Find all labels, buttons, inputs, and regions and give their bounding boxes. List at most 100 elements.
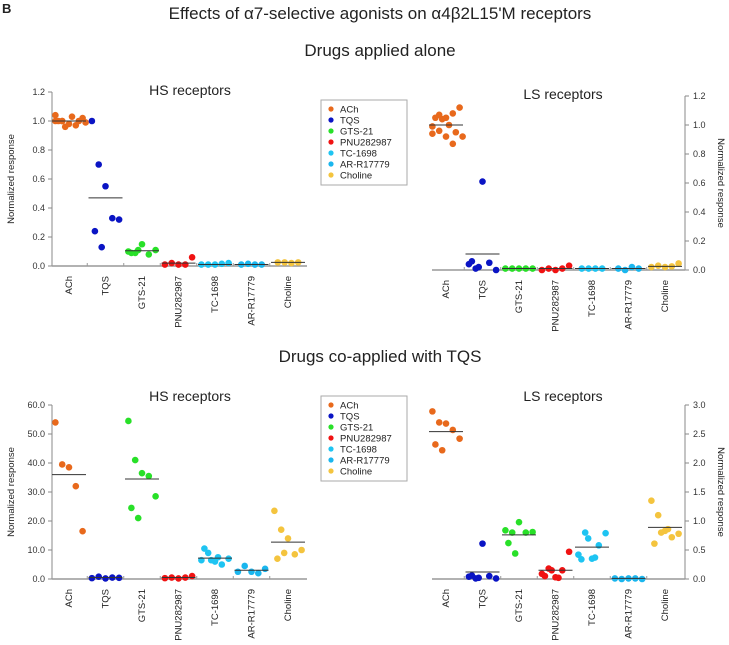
data-point-choline (675, 260, 682, 267)
y-tick-label: 30.0 (27, 487, 45, 497)
x-tick-label: AR-R17779 (624, 589, 635, 639)
data-point-tqs (486, 259, 493, 267)
panel-title: HS receptors (149, 388, 231, 404)
data-point-gts-21 (125, 417, 132, 425)
data-point-gts-21 (515, 518, 523, 526)
data-point-ach (456, 435, 463, 442)
legend-item: Choline (340, 466, 372, 477)
x-tick-label: GTS-21 (137, 276, 148, 309)
data-point-tc-1698 (581, 529, 589, 536)
data-point-gts-21 (134, 514, 142, 522)
data-point-gts-21 (131, 456, 139, 464)
data-point-choline (668, 533, 676, 541)
data-point-ach (449, 110, 457, 117)
legend-box (320, 99, 408, 186)
data-point-choline (648, 497, 655, 505)
legend-box (320, 395, 408, 482)
legend-item: TC-1698 (340, 444, 377, 455)
legend-item: TQS (340, 411, 360, 422)
figure-title: Effects of α7-selective agonists on α4β2… (169, 4, 592, 23)
data-point-ar-r17779 (244, 260, 252, 268)
data-point-gts-21 (152, 246, 159, 254)
data-point-tc-1698 (225, 259, 232, 267)
legend-item: Choline (340, 170, 372, 181)
y-tick-label: 0.4 (693, 207, 706, 217)
data-point-tc-1698 (214, 553, 222, 561)
data-point-choline (277, 526, 285, 533)
data-point-ach (72, 482, 80, 490)
legend-item: AR-R17779 (340, 455, 390, 466)
y-tick-label: 60.0 (27, 400, 45, 410)
data-point-gts-21 (508, 529, 516, 536)
data-point-ar-r17779 (621, 266, 629, 274)
data-point-tc-1698 (218, 561, 226, 568)
data-point-ach (429, 408, 436, 415)
data-point-ar-r17779 (241, 562, 248, 570)
data-point-choline (651, 540, 658, 547)
y-tick-label: 0.8 (693, 149, 706, 159)
y-tick-label: 0.2 (693, 236, 706, 246)
data-point-ach (52, 111, 59, 119)
y-tick-label: 1.2 (32, 87, 45, 97)
x-tick-label: GTS-21 (514, 589, 525, 622)
legend-marker (328, 161, 334, 167)
y-tick-label: 50.0 (27, 429, 45, 439)
data-point-choline (661, 263, 669, 271)
y-tick-label: 0.5 (693, 545, 706, 555)
legend-marker (328, 424, 334, 430)
legend-item: GTS-21 (340, 422, 373, 433)
data-point-tqs (109, 214, 116, 222)
x-tick-label: TC-1698 (210, 589, 221, 626)
data-point-choline (654, 262, 662, 269)
x-tick-label: AR-R17779 (624, 280, 635, 330)
x-tick-label: ACh (64, 589, 75, 607)
data-point-tqs (91, 227, 99, 235)
legend-1: AChTQSGTS-21PNU282987TC-1698AR-R17779Cho… (320, 99, 408, 186)
y-tick-label: 0.6 (32, 174, 45, 184)
legend-marker (328, 172, 334, 178)
y-tick-label: 2.5 (693, 429, 706, 439)
data-point-pnu282987 (565, 262, 573, 269)
data-point-ach (58, 461, 66, 468)
x-tick-label: TQS (101, 276, 112, 296)
data-point-ach (61, 123, 69, 131)
data-point-gts-21 (145, 251, 153, 258)
panel-4: LS receptors 0.0 0.5 1.0 1.5 2.0 2.5 3.0 Normali… (429, 388, 726, 641)
data-point-tqs (102, 575, 109, 582)
x-tick-label: TQS (478, 280, 489, 300)
data-point-gts-21 (505, 539, 512, 547)
panel-title: LS receptors (523, 86, 602, 102)
data-point-tqs (95, 161, 102, 168)
data-point-gts-21 (152, 493, 159, 500)
panel-label: B (2, 1, 11, 16)
y-tick-label: 1.5 (693, 487, 706, 497)
x-tick-label: Choline (283, 589, 294, 621)
section-title-alone: Drugs applied alone (304, 41, 455, 60)
data-point-ach (459, 133, 466, 140)
data-point-choline (675, 530, 682, 538)
x-tick-label: TC-1698 (587, 589, 598, 626)
data-point-tqs (98, 243, 105, 251)
data-point-ar-r17779 (638, 575, 646, 583)
legend-marker (328, 457, 334, 463)
data-point-ach (456, 104, 463, 111)
data-point-pnu282987 (175, 261, 182, 268)
data-point-pnu282987 (538, 266, 546, 274)
panel-2: LS receptors 0.0 0.2 0.4 0.6 0.8 1.0 1.2 Normali… (429, 86, 726, 332)
y-tick-label: 20.0 (27, 516, 45, 526)
data-point-ach (435, 419, 443, 426)
data-point-gts-21 (529, 528, 536, 536)
data-point-tqs (468, 572, 476, 579)
data-point-tc-1698 (578, 555, 585, 563)
data-point-ach (452, 128, 460, 136)
data-point-ach (438, 115, 446, 123)
data-point-pnu282987 (161, 261, 169, 268)
x-tick-label: Choline (283, 276, 294, 308)
data-point-pnu282987 (161, 574, 169, 582)
legend-marker (328, 139, 334, 145)
data-point-pnu282987 (555, 574, 562, 582)
data-point-ach (432, 441, 439, 448)
legend-marker (328, 435, 334, 441)
y-tick-label: 2.0 (693, 458, 706, 468)
